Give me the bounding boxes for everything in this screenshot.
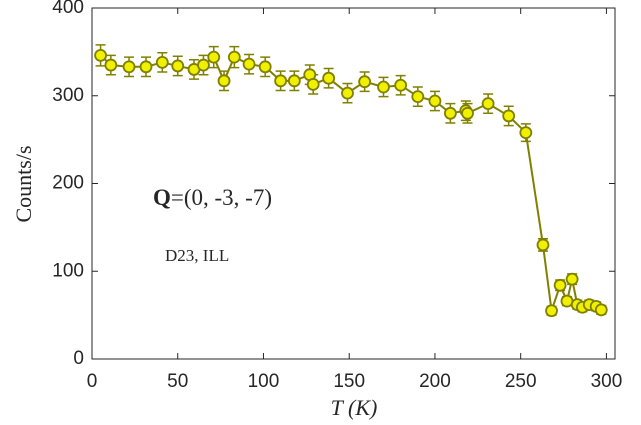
x-tick-label: 200 [419,371,451,392]
marker [242,57,256,71]
marker [274,74,288,88]
x-tick-label: 50 [167,371,188,392]
annotation: D23, ILL [165,246,229,265]
marker [411,90,425,104]
marker [171,59,185,73]
marker [443,106,457,120]
marker [322,71,336,85]
marker [155,56,169,69]
marker [341,86,354,100]
marker [122,60,136,74]
annotation-bold: Q [153,185,171,210]
x-tick-label: 0 [87,371,98,392]
plot-frame [91,7,616,360]
y-axis-label: Counts/s [11,145,36,222]
marker [139,60,153,74]
annotation-text: =(0, -3, -7) [171,185,272,210]
y-tick-label: 100 [52,260,84,281]
x-tick-label: 150 [333,371,365,392]
marker [560,294,574,308]
marker [94,48,107,62]
marker [565,272,579,286]
y-tick-label: 400 [52,0,84,18]
marker [481,97,495,111]
x-axis-label: T (K) [331,395,378,420]
marker [258,60,272,74]
marker [306,77,320,91]
marker [227,50,241,64]
marker [461,106,474,120]
marker [536,238,550,252]
marker [428,94,442,108]
marker [217,74,231,88]
y-tick-label: 200 [52,173,84,194]
marker [287,74,301,88]
marker [502,109,516,123]
annotation: Q=(0, -3, -7) [153,185,272,210]
x-tick-label: 100 [248,371,280,392]
marker [358,75,372,89]
marker [594,303,608,317]
marker [553,278,567,292]
marker [519,126,533,140]
marker [394,78,408,92]
y-tick-label: 300 [52,85,84,106]
marker [377,80,390,94]
x-tick-label: 300 [591,371,623,392]
y-tick-label: 0 [73,348,84,369]
x-tick-label: 250 [505,371,537,392]
marker [207,50,221,64]
marker [104,58,118,72]
marker [197,58,210,72]
marker [545,304,558,318]
